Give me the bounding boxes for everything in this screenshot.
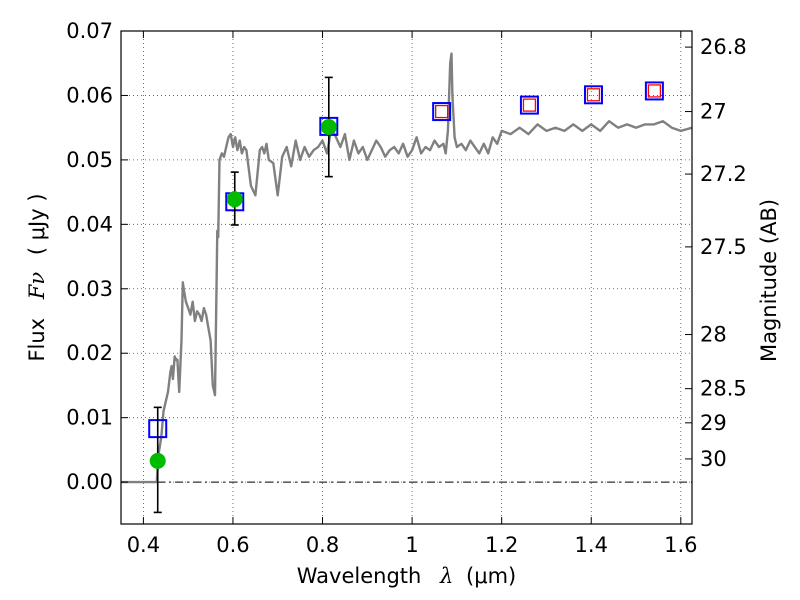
plot-frame	[120, 30, 693, 525]
magnitude-tick-label: 30	[700, 447, 727, 471]
detection-circle-marker	[226, 191, 243, 208]
magnitude-tick-label: 27.2	[700, 162, 747, 186]
photometry-square-marker	[583, 85, 603, 105]
magnitude-tick-label: 29	[700, 411, 727, 435]
magnitude-axis-title: Magnitude (AB)	[757, 199, 781, 362]
model-square-marker	[586, 88, 601, 102]
x-axis-unit: (μm)	[466, 564, 516, 588]
x-axis-label: Wavelength	[297, 564, 422, 588]
x-tick-label: 0.4	[127, 533, 160, 557]
x-tick-label: 0.8	[306, 533, 339, 557]
model-square-marker	[647, 84, 662, 98]
detection-circle-marker	[149, 452, 166, 469]
model-square-marker	[522, 98, 537, 112]
spectrum-line	[121, 52, 692, 484]
x-axis-title: Wavelength λ (μm)	[297, 564, 516, 588]
y-tick-label: 0.04	[66, 212, 113, 236]
y-axis-label: Flux	[25, 318, 49, 362]
photometry-square-marker	[644, 81, 664, 101]
magnitude-tick-label: 28.5	[700, 377, 747, 401]
x-tick-label: 1.6	[664, 533, 697, 557]
y-tick-label: 0.03	[66, 277, 113, 301]
axis-ticks: 0.4 0.6 0.8 1 1.2 1.4 1.6 0.00 0.01 0.02 0.03 0.04 0…	[66, 19, 747, 557]
y-tick-label: 0.07	[66, 19, 113, 43]
y-axis-title: Flux Fν ( μJy )	[25, 193, 49, 361]
magnitude-tick-label: 27	[700, 100, 727, 124]
y-tick-label: 0.02	[66, 341, 113, 365]
x-axis-symbol: λ	[439, 564, 453, 588]
x-tick-label: 0.6	[216, 533, 249, 557]
magnitude-tick-label: 27.5	[700, 235, 747, 259]
y-tick-label: 0.01	[66, 406, 113, 430]
magnitude-tick-label: 28	[700, 323, 727, 347]
y-axis-unit: ( μJy )	[25, 193, 49, 255]
model-square-marker	[435, 104, 449, 119]
y-axis-symbol: Fν	[25, 272, 49, 301]
y-tick-label: 0.06	[66, 83, 113, 107]
x-tick-label: 1.4	[575, 533, 608, 557]
plot-series	[121, 52, 692, 514]
photometry-square-marker	[519, 95, 539, 115]
x-tick-label: 1.2	[485, 533, 518, 557]
detection-circle-marker	[320, 119, 337, 136]
magnitude-tick-label: 26.8	[700, 35, 747, 59]
y-tick-label: 0.05	[66, 148, 113, 172]
y-tick-label: 0.00	[66, 470, 113, 494]
x-tick-label: 1	[405, 533, 418, 557]
photometry-square-marker	[432, 102, 452, 122]
